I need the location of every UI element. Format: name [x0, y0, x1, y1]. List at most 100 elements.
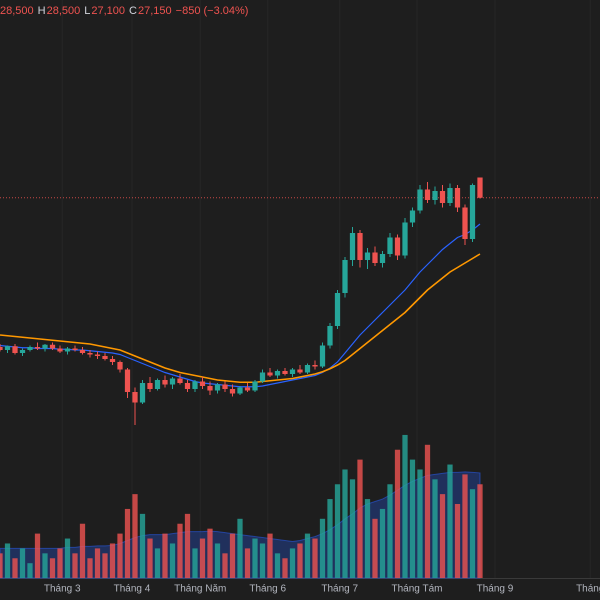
- volume-bar: [177, 523, 183, 578]
- volume-bar: [447, 464, 453, 578]
- volume-bar: [402, 434, 408, 578]
- candle-body: [424, 189, 431, 200]
- volume-bar: [49, 558, 56, 578]
- candle-body: [102, 356, 108, 359]
- candle-body: [462, 207, 468, 239]
- volume-bar: [237, 518, 243, 578]
- volume-bar: [394, 449, 401, 578]
- candle-body: [94, 354, 101, 356]
- legend-value: −850 (−3.04%): [175, 5, 249, 17]
- moving-average: [0, 223, 481, 388]
- candle-body: [237, 387, 243, 394]
- candle-body: [199, 381, 206, 386]
- candle-body: [207, 386, 213, 391]
- legend-value: 28,500: [46, 5, 81, 17]
- candle-body: [147, 383, 153, 389]
- volume-bar: [387, 484, 393, 578]
- candle-body: [124, 369, 131, 392]
- candle-body: [57, 348, 63, 352]
- x-tick-label: Tháng 6: [249, 584, 286, 595]
- candle-body: [402, 222, 408, 256]
- candle-body: [42, 344, 48, 349]
- volume-bar: [109, 543, 116, 578]
- candle-body: [222, 384, 228, 389]
- candle-body: [379, 254, 386, 263]
- volume-bar: [222, 553, 228, 578]
- candle-body: [162, 380, 168, 385]
- volume-bar: [4, 543, 11, 578]
- volume-bar: [424, 444, 431, 578]
- volume-bar: [364, 499, 371, 578]
- volume-bar: [289, 548, 296, 578]
- moving-average: [0, 253, 481, 384]
- candle-body: [447, 188, 453, 203]
- candle-body: [289, 369, 296, 374]
- candle-body: [214, 384, 221, 391]
- volume-bar: [27, 563, 33, 578]
- candle-body: [364, 252, 371, 260]
- candle-body: [357, 233, 363, 260]
- candle-body: [49, 344, 56, 349]
- x-tick-label: Tháng Năm: [174, 584, 226, 595]
- volume-bar: [379, 508, 386, 578]
- x-tick-label: Tháng: [576, 584, 600, 595]
- volume-bar: [409, 459, 416, 578]
- candle-body: [12, 346, 18, 353]
- volume-bar: [229, 533, 236, 578]
- candle-body: [469, 185, 476, 239]
- volume-bar: [94, 548, 101, 578]
- candle-body: [387, 237, 393, 254]
- candle-body: [229, 389, 236, 394]
- candle-body: [439, 191, 446, 203]
- volume-bar: [304, 533, 311, 578]
- volume-bar: [282, 558, 288, 578]
- volume-bar: [297, 543, 303, 578]
- volume-bar: [132, 494, 138, 578]
- volume-bar: [169, 543, 176, 578]
- candle-body: [334, 293, 341, 326]
- candle-body: [72, 348, 78, 350]
- candle-body: [432, 191, 438, 200]
- volume-bar: [72, 553, 78, 578]
- candle-body: [109, 359, 116, 362]
- candle-body: [132, 392, 138, 403]
- candle-body: [282, 371, 288, 374]
- volume-bar: [42, 553, 48, 578]
- volume-bar: [357, 459, 363, 578]
- candle-body: [319, 345, 326, 367]
- volume-bar: [199, 538, 206, 578]
- volume-bar: [87, 558, 93, 578]
- volume-bar: [252, 538, 258, 578]
- volume-bar: [117, 533, 123, 578]
- volume-bar: [319, 518, 326, 578]
- candle-body: [409, 210, 416, 223]
- volume-bar: [139, 513, 146, 578]
- volume-bar: [439, 494, 446, 578]
- volume-bar: [334, 484, 341, 578]
- volume-bar: [12, 558, 18, 578]
- volume-bar: [124, 508, 131, 578]
- legend-value: 27,100: [91, 5, 126, 17]
- candle-body: [79, 350, 86, 353]
- volume-bar: [244, 548, 251, 578]
- x-tick-label: Tháng 4: [114, 584, 151, 595]
- volume-bar: [327, 499, 333, 578]
- candle-body: [394, 237, 401, 256]
- legend-value: 28,500: [0, 5, 34, 17]
- volume-bar: [154, 548, 161, 578]
- candle-body: [87, 353, 93, 355]
- candle-body: [454, 188, 461, 208]
- legend-label: L: [84, 5, 91, 17]
- candle-body: [349, 233, 356, 260]
- x-tick-label: Tháng 3: [44, 584, 81, 595]
- volume-bar: [417, 469, 423, 578]
- volume-bar: [267, 533, 273, 578]
- volume-bar: [192, 548, 198, 578]
- candle-body: [154, 380, 161, 389]
- volume-bar: [274, 553, 281, 578]
- volume-bar: [0, 553, 3, 578]
- candle-body: [117, 362, 123, 370]
- candle-body: [177, 378, 183, 383]
